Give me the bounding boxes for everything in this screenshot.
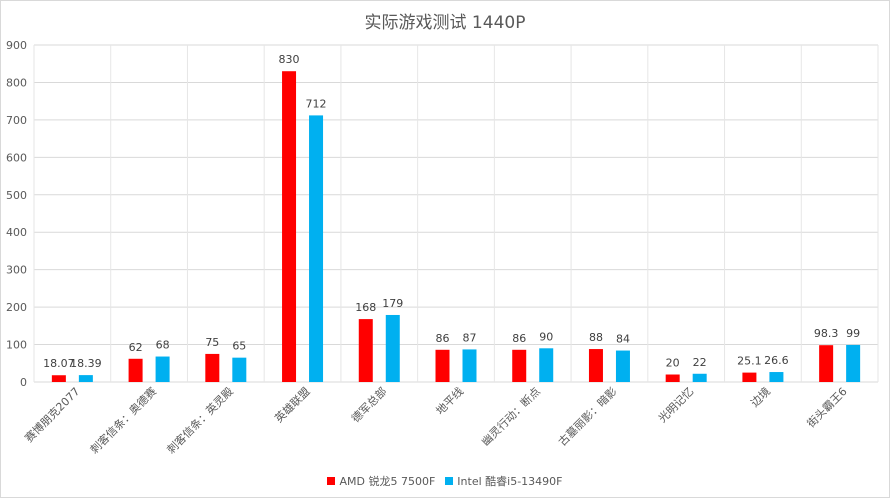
legend-label-intel: Intel 酷睿i5-13490F bbox=[457, 475, 563, 488]
bar-amd bbox=[282, 71, 297, 382]
bar-amd bbox=[665, 374, 680, 382]
x-category-label: 德军总部 bbox=[348, 384, 389, 425]
bar-amd bbox=[128, 358, 143, 382]
x-category-label: 刺客信条：奥德赛 bbox=[87, 384, 159, 456]
x-category-label: 边境 bbox=[748, 384, 773, 409]
bar-intel bbox=[462, 349, 477, 382]
bar-intel bbox=[78, 375, 93, 382]
x-category-label: 赛博朋克2077 bbox=[22, 384, 83, 445]
data-label: 88 bbox=[589, 331, 603, 344]
y-tick-label: 900 bbox=[6, 39, 27, 52]
bar-intel bbox=[309, 115, 324, 382]
bar-amd bbox=[205, 353, 220, 382]
bar-amd bbox=[588, 349, 603, 382]
x-category-label: 幽灵行动：断点 bbox=[479, 384, 543, 448]
data-label: 68 bbox=[156, 339, 170, 352]
y-tick-label: 600 bbox=[6, 151, 27, 164]
y-tick-label: 200 bbox=[6, 301, 27, 314]
bar-intel bbox=[615, 350, 630, 382]
chart-title: 实际游戏测试 1440P bbox=[364, 13, 526, 33]
bar-amd bbox=[51, 375, 66, 382]
data-label: 87 bbox=[463, 331, 477, 344]
legend-label-amd: AMD 锐龙5 7500F bbox=[339, 475, 436, 488]
x-category-label: 英雄联盟 bbox=[272, 384, 313, 425]
data-label: 712 bbox=[306, 97, 327, 110]
legend-item-intel: Intel 酷睿i5-13490F bbox=[445, 473, 563, 489]
y-tick-label: 0 bbox=[20, 376, 27, 389]
legend-item-amd: AMD 锐龙5 7500F bbox=[327, 473, 435, 489]
bar-intel bbox=[232, 357, 247, 382]
data-label: 26.6 bbox=[764, 354, 789, 367]
x-category-label: 刺客信条：英灵殿 bbox=[164, 384, 236, 456]
data-label: 830 bbox=[279, 53, 300, 66]
data-label: 90 bbox=[539, 330, 553, 343]
chart-legend: AMD 锐龙5 7500F Intel 酷睿i5-13490F bbox=[0, 473, 890, 489]
bar-amd bbox=[358, 319, 373, 382]
y-tick-label: 700 bbox=[6, 114, 27, 127]
x-category-label: 地平线 bbox=[433, 384, 466, 417]
legend-swatch-intel bbox=[445, 477, 454, 485]
x-category-label: 光明记忆 bbox=[655, 384, 696, 425]
data-label: 75 bbox=[205, 336, 219, 349]
bar-amd bbox=[819, 345, 834, 382]
data-label: 20 bbox=[666, 357, 680, 370]
bar-amd bbox=[435, 349, 450, 382]
x-category-label: 街头霸王6 bbox=[804, 384, 850, 430]
y-tick-label: 100 bbox=[6, 339, 27, 352]
bar-intel bbox=[692, 373, 707, 382]
data-label: 18.07 bbox=[43, 357, 75, 370]
legend-swatch-amd bbox=[327, 477, 336, 485]
bar-intel bbox=[155, 356, 170, 382]
data-label: 65 bbox=[232, 340, 246, 353]
data-label: 179 bbox=[382, 297, 403, 310]
data-label: 86 bbox=[512, 332, 526, 345]
bar-intel bbox=[769, 372, 784, 382]
y-tick-label: 800 bbox=[6, 76, 27, 89]
data-label: 86 bbox=[436, 332, 450, 345]
data-label: 98.3 bbox=[814, 327, 839, 340]
data-label: 84 bbox=[616, 333, 630, 346]
x-category-label: 古墓丽影：暗影 bbox=[555, 384, 619, 448]
data-label: 25.1 bbox=[737, 355, 762, 368]
bar-intel bbox=[846, 344, 861, 382]
bar-amd bbox=[512, 349, 527, 382]
y-tick-label: 500 bbox=[6, 189, 27, 202]
data-label: 22 bbox=[693, 356, 707, 369]
y-tick-label: 300 bbox=[6, 264, 27, 277]
data-label: 18.39 bbox=[70, 357, 102, 370]
data-label: 62 bbox=[129, 341, 143, 354]
data-label: 99 bbox=[846, 327, 860, 340]
data-label: 168 bbox=[355, 301, 376, 314]
y-tick-label: 400 bbox=[6, 226, 27, 239]
bar-amd bbox=[742, 372, 757, 382]
bar-intel bbox=[385, 314, 400, 382]
bar-intel bbox=[539, 348, 554, 382]
